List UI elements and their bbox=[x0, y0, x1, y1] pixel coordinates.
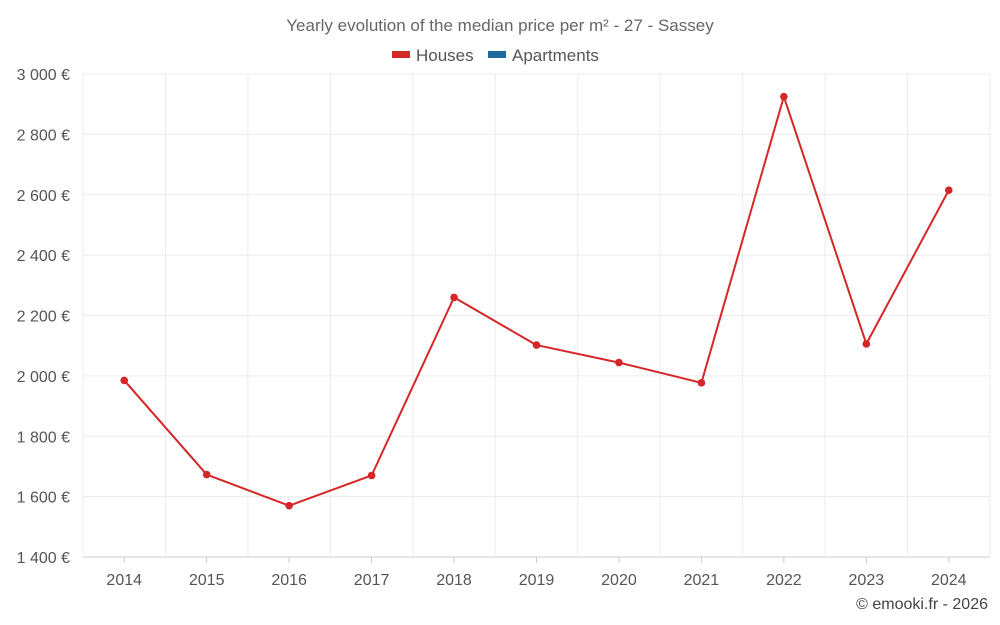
y-tick-label: 1 800 € bbox=[17, 429, 70, 446]
x-tick-label: 2024 bbox=[931, 572, 967, 589]
y-tick-label: 2 000 € bbox=[17, 369, 70, 386]
legend-swatch-houses bbox=[392, 51, 410, 58]
data-point bbox=[367, 471, 376, 480]
x-tick-label: 2023 bbox=[849, 572, 885, 589]
y-tick-label: 2 800 € bbox=[17, 127, 70, 144]
y-tick-label: 3 000 € bbox=[17, 67, 70, 84]
x-tick-label: 2021 bbox=[684, 572, 720, 589]
legend-label-apartments: Apartments bbox=[512, 46, 599, 65]
data-point bbox=[120, 376, 129, 385]
legend-item-houses[interactable]: Houses bbox=[392, 46, 474, 65]
chart-title: Yearly evolution of the median price per… bbox=[286, 16, 714, 35]
legend: Houses Apartments bbox=[392, 46, 599, 65]
x-tick-label: 2016 bbox=[271, 572, 307, 589]
credit: © emooki.fr - 2026 bbox=[856, 596, 988, 613]
data-point bbox=[285, 501, 293, 510]
data-point bbox=[780, 92, 788, 101]
x-tick-label: 2022 bbox=[766, 572, 802, 589]
y-tick-label: 2 200 € bbox=[17, 309, 70, 326]
x-tick-label: 2015 bbox=[189, 572, 225, 589]
data-point bbox=[615, 358, 623, 367]
y-tick-label: 2 400 € bbox=[17, 248, 70, 265]
x-tick-label: 2018 bbox=[436, 572, 472, 589]
data-point bbox=[532, 341, 541, 349]
y-tick-label: 1 400 € bbox=[17, 550, 70, 567]
x-tick-label: 2019 bbox=[519, 572, 555, 589]
data-point bbox=[862, 340, 871, 348]
y-tick-label: 1 600 € bbox=[17, 490, 70, 507]
legend-item-apartments[interactable]: Apartments bbox=[488, 46, 599, 65]
y-axis: 1 400 € 1 600 € 1 800 € 2 000 € 2 200 € 2 400… bbox=[17, 67, 70, 567]
y-tick-label: 2 600 € bbox=[17, 188, 70, 205]
data-point bbox=[450, 293, 458, 302]
data-point bbox=[697, 379, 706, 387]
x-tick-label: 2020 bbox=[601, 572, 637, 589]
x-tick-label: 2014 bbox=[106, 572, 142, 589]
data-point bbox=[202, 470, 211, 479]
x-axis: 2014 2015 2016 2017 2018 2019 2020 2021 2022 2023… bbox=[106, 557, 967, 589]
series-houses bbox=[120, 92, 953, 510]
x-tick-label: 2017 bbox=[354, 572, 390, 589]
legend-label-houses: Houses bbox=[416, 46, 474, 65]
grid bbox=[82, 73, 991, 558]
legend-swatch-apartments bbox=[488, 51, 506, 58]
data-point bbox=[944, 186, 953, 195]
